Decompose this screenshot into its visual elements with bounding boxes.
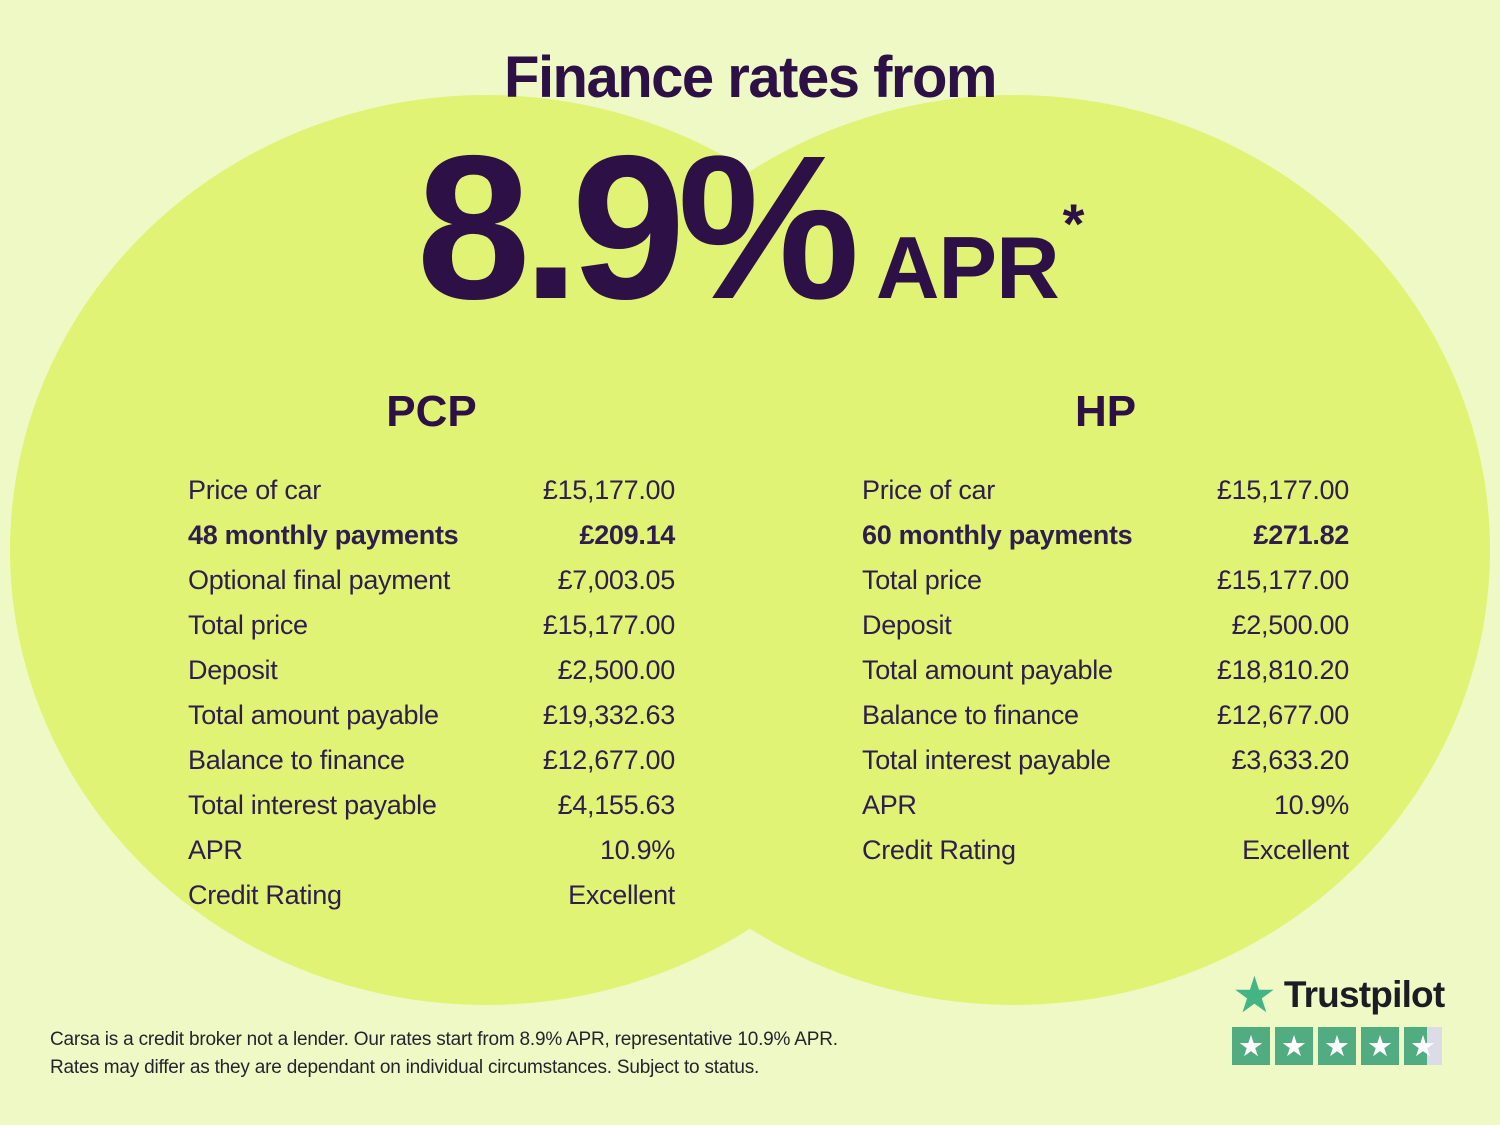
table-row: Deposit £2,500.00 xyxy=(862,603,1349,648)
row-value: £4,155.63 xyxy=(557,790,676,820)
row-value: £2,500.00 xyxy=(557,655,676,685)
row-value: Excellent xyxy=(568,880,675,910)
trustpilot-widget: ★ Trustpilot ★ ★ ★ ★ ★ xyxy=(1232,966,1457,1065)
row-label: Credit Rating xyxy=(188,880,342,910)
row-value: £271.82 xyxy=(1253,520,1350,550)
table-row: 48 monthly payments £209.14 xyxy=(188,513,675,558)
table-row: Optional final payment £7,003.05 xyxy=(188,558,675,603)
hero-rate-group: 8.9% APR* xyxy=(0,125,1500,330)
row-label: Balance to finance xyxy=(862,700,1079,730)
table-row: Total price £15,177.00 xyxy=(188,603,675,648)
star-icon: ★ xyxy=(1281,1028,1307,1063)
row-label: Balance to finance xyxy=(188,745,405,775)
row-value: £15,177.00 xyxy=(1216,475,1349,505)
disclaimer: Carsa is a credit broker not a lender. O… xyxy=(50,1026,838,1082)
row-label: Total amount payable xyxy=(862,655,1113,685)
row-value: £209.14 xyxy=(579,520,676,550)
row-value: £12,677.00 xyxy=(542,745,675,775)
table-row: Total interest payable £4,155.63 xyxy=(188,783,675,828)
table-row: APR 10.9% xyxy=(188,828,675,873)
row-label: Total price xyxy=(862,565,982,595)
rating-star-cell: ★ xyxy=(1404,1027,1442,1065)
row-value: Excellent xyxy=(1242,835,1349,865)
row-label: Deposit xyxy=(862,610,952,640)
table-row: Credit Rating Excellent xyxy=(862,828,1349,873)
table-row: 60 monthly payments £271.82 xyxy=(862,513,1349,558)
rating-star-cell: ★ xyxy=(1275,1027,1313,1065)
row-label: Price of car xyxy=(862,475,995,505)
table-row: Deposit £2,500.00 xyxy=(188,648,675,693)
hp-column-title: HP xyxy=(1074,387,1137,436)
star-icon: ★ xyxy=(1410,1028,1436,1063)
trustpilot-brand-text: Trustpilot xyxy=(1283,974,1445,1015)
row-label: Total interest payable xyxy=(188,790,437,820)
row-label: APR xyxy=(188,835,243,865)
pcp-column-title: PCP xyxy=(386,387,477,436)
row-label: Deposit xyxy=(188,655,278,685)
hero-apr-label: APR* xyxy=(876,196,1085,312)
hp-column: HP Price of car £15,177.00 60 monthly paym… xyxy=(862,390,1349,873)
hero-rate-value: 8.9% xyxy=(416,113,860,342)
rating-star-cell: ★ xyxy=(1232,1027,1270,1065)
row-value: 10.9% xyxy=(599,835,675,865)
star-icon: ★ xyxy=(1367,1028,1393,1063)
table-row: Total interest payable £3,633.20 xyxy=(862,738,1349,783)
row-value: £15,177.00 xyxy=(1216,565,1349,595)
row-value: £18,810.20 xyxy=(1216,655,1349,685)
hero-asterisk: * xyxy=(1062,192,1085,255)
disclaimer-line-2: Rates may differ as they are dependant o… xyxy=(50,1057,760,1078)
table-row: Price of car £15,177.00 xyxy=(862,468,1349,513)
row-value: £15,177.00 xyxy=(542,475,675,505)
row-label: 48 monthly payments xyxy=(188,520,459,550)
rating-star-cell: ★ xyxy=(1318,1027,1356,1065)
table-row: Credit Rating Excellent xyxy=(188,873,675,918)
row-label: Optional final payment xyxy=(188,565,451,595)
row-value: £2,500.00 xyxy=(1231,610,1350,640)
row-label: Total price xyxy=(188,610,308,640)
background-ellipse-right xyxy=(538,95,1490,1005)
page-title: Finance rates from xyxy=(504,45,997,110)
row-value: 10.9% xyxy=(1273,790,1349,820)
table-row: Total price £15,177.00 xyxy=(862,558,1349,603)
pcp-rows: Price of car £15,177.00 48 monthly payment… xyxy=(188,468,675,918)
table-row: Balance to finance £12,677.00 xyxy=(862,693,1349,738)
row-value: £7,003.05 xyxy=(557,565,676,595)
hp-rows: Price of car £15,177.00 60 monthly payment… xyxy=(862,468,1349,873)
trustpilot-rating-stars: ★ ★ ★ ★ ★ xyxy=(1232,1027,1457,1065)
row-value: £19,332.63 xyxy=(542,700,675,730)
rating-star-cell: ★ xyxy=(1361,1027,1399,1065)
row-label: Price of car xyxy=(188,475,321,505)
star-icon: ★ xyxy=(1324,1028,1350,1063)
table-row: APR 10.9% xyxy=(862,783,1349,828)
trustpilot-star-icon: ★ xyxy=(1232,966,1277,1024)
row-label: Credit Rating xyxy=(862,835,1016,865)
row-label: Total interest payable xyxy=(862,745,1111,775)
hero-apr-text: APR xyxy=(875,218,1060,317)
disclaimer-line-1: Carsa is a credit broker not a lender. O… xyxy=(50,1029,838,1050)
trustpilot-logo: ★ Trustpilot xyxy=(1232,966,1457,1024)
star-icon: ★ xyxy=(1238,1028,1264,1063)
table-row: Total amount payable £19,332.63 xyxy=(188,693,675,738)
row-label: Total amount payable xyxy=(188,700,439,730)
pcp-column: PCP Price of car £15,177.00 48 monthly pay… xyxy=(188,390,675,918)
row-value: £3,633.20 xyxy=(1231,745,1350,775)
row-label: APR xyxy=(862,790,917,820)
row-value: £15,177.00 xyxy=(542,610,675,640)
row-label: 60 monthly payments xyxy=(862,520,1133,550)
table-row: Balance to finance £12,677.00 xyxy=(188,738,675,783)
table-row: Price of car £15,177.00 xyxy=(188,468,675,513)
table-row: Total amount payable £18,810.20 xyxy=(862,648,1349,693)
row-value: £12,677.00 xyxy=(1216,700,1349,730)
